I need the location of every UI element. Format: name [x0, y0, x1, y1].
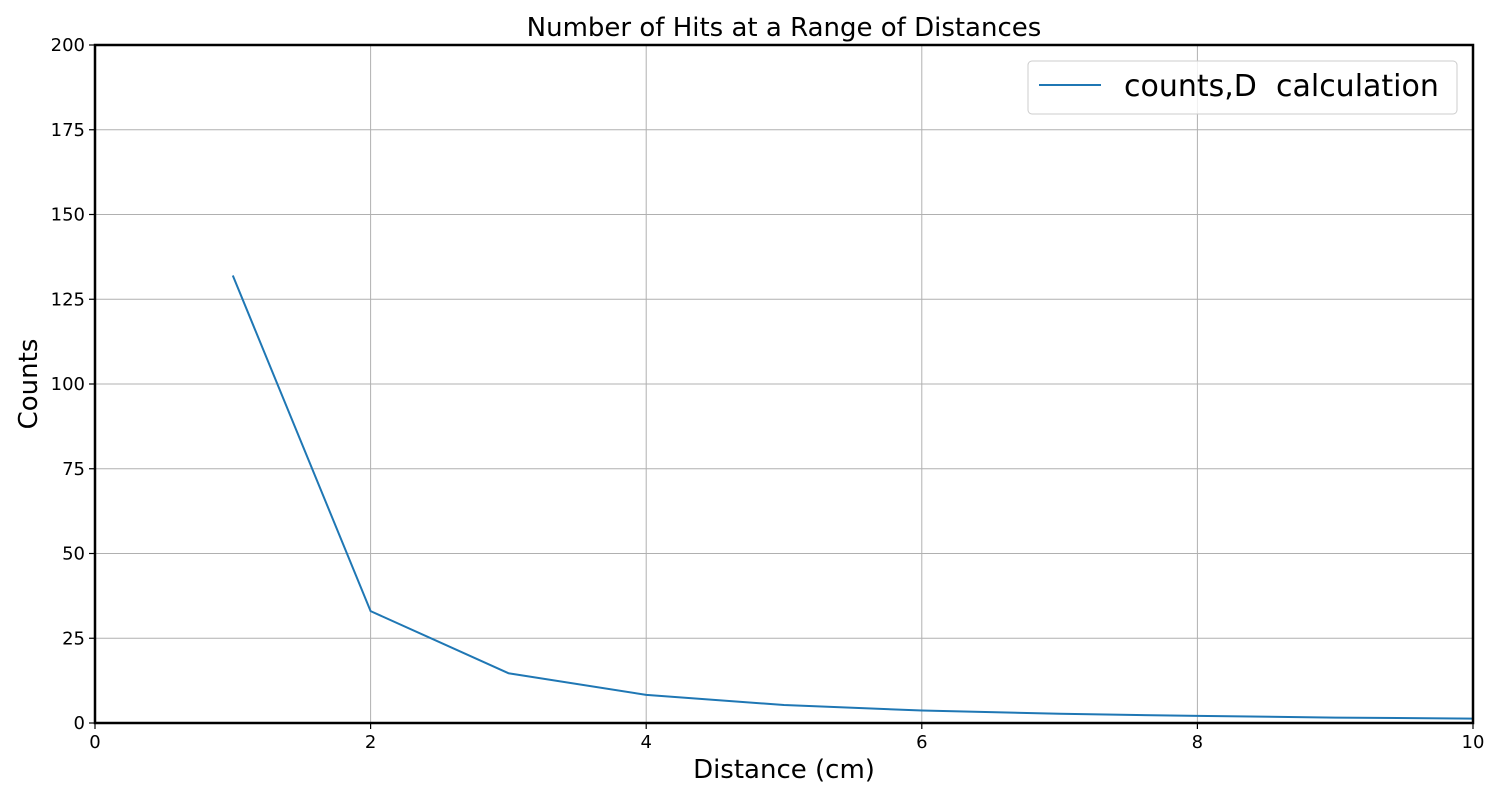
- series-line: [231, 275, 1474, 720]
- y-axis-ticks: 0 25 50 75 100 125 150 175 200: [51, 35, 95, 734]
- legend-label: counts,D calculation: [1124, 69, 1439, 104]
- x-axis-ticks: 0 2 4 6 8 10: [89, 723, 1484, 753]
- y-tick-label: 175: [51, 120, 85, 141]
- x-tick-label: 2: [365, 732, 376, 753]
- legend-box: [1027, 60, 1458, 115]
- y-tick-label: 100: [51, 374, 85, 395]
- y-tick-label: 200: [51, 35, 85, 56]
- y-tick-label: 150: [51, 205, 85, 226]
- y-tick-label: 0: [74, 713, 85, 734]
- x-tick-label: 4: [640, 732, 651, 753]
- x-tick-label: 0: [89, 732, 100, 753]
- x-tick-label: 6: [916, 732, 927, 753]
- y-tick-label: 75: [62, 459, 85, 480]
- y-tick-label: 50: [62, 544, 85, 565]
- x-axis-label: Distance (cm): [693, 755, 875, 785]
- x-tick-label: 10: [1462, 732, 1485, 753]
- chart-title: Number of Hits at a Range of Distances: [527, 13, 1042, 43]
- series-lines: [231, 275, 1474, 720]
- x-tick-label: 8: [1192, 732, 1203, 753]
- grid-lines: [94, 44, 1474, 724]
- y-tick-label: 25: [62, 628, 85, 649]
- y-axis-label: Counts: [14, 339, 44, 430]
- legend: counts,D calculation: [1027, 60, 1458, 115]
- y-tick-label: 125: [51, 289, 85, 310]
